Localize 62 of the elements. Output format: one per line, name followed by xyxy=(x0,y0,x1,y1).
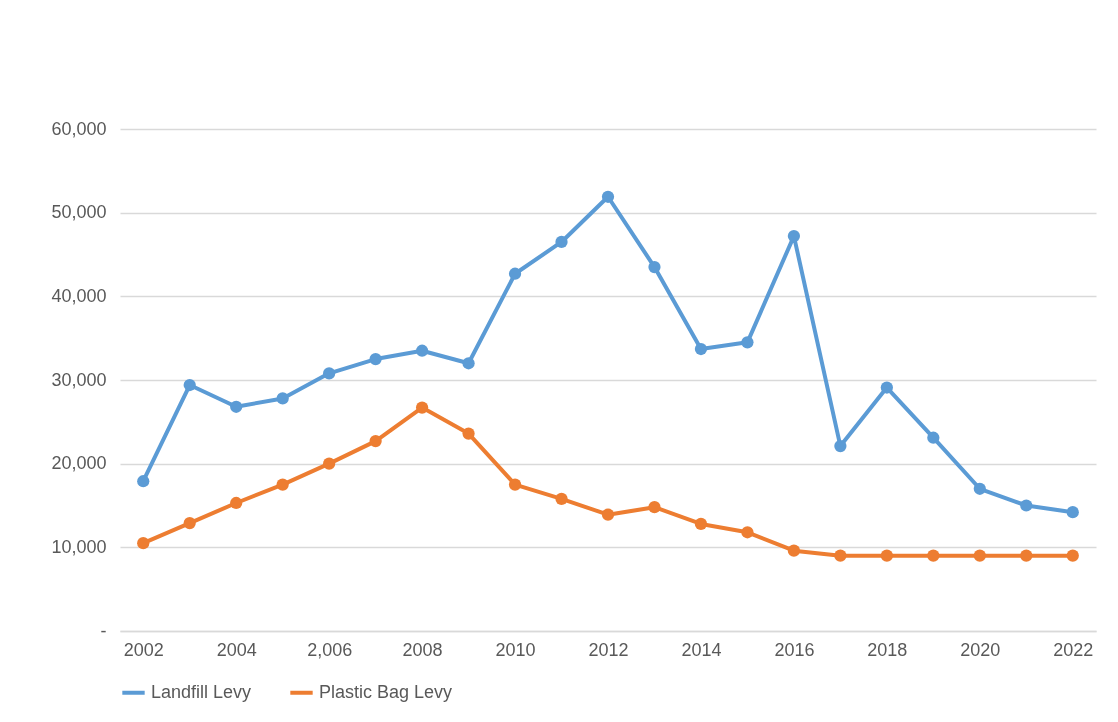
point xyxy=(648,501,661,514)
point xyxy=(834,549,847,562)
y-tick-label: 40,000 xyxy=(51,285,107,306)
point xyxy=(694,342,708,356)
point xyxy=(880,549,893,562)
x-tick-label: 2004 xyxy=(216,639,257,660)
x-tick-label: 2002 xyxy=(123,639,164,660)
point xyxy=(741,526,754,539)
x-tick-label: 2008 xyxy=(402,639,443,660)
point xyxy=(648,260,661,274)
point xyxy=(1020,499,1033,512)
point xyxy=(1066,549,1079,562)
point xyxy=(927,549,940,562)
point xyxy=(1020,549,1033,562)
point xyxy=(230,400,243,413)
point xyxy=(787,229,801,243)
point xyxy=(415,344,429,357)
y-tick-label: 60,000 xyxy=(51,118,107,139)
x-tick-label: 2012 xyxy=(588,639,629,660)
point xyxy=(462,357,475,370)
y-tick-label: 10,000 xyxy=(51,536,107,557)
point xyxy=(1066,506,1079,519)
legend-label: Plastic Bag Levy xyxy=(319,681,453,702)
point xyxy=(741,336,754,349)
point xyxy=(601,508,615,521)
point xyxy=(183,378,196,392)
x-tick-label: 2016 xyxy=(774,639,815,660)
point xyxy=(323,457,336,470)
x-tick-label: 2018 xyxy=(867,639,908,660)
point xyxy=(787,544,801,557)
point xyxy=(369,434,382,448)
point xyxy=(230,496,243,510)
point xyxy=(555,235,568,249)
x-tick-label: 2020 xyxy=(960,639,1001,660)
point xyxy=(369,352,382,366)
point xyxy=(555,492,568,505)
y-tick-label: 30,000 xyxy=(51,369,107,390)
point xyxy=(508,478,522,491)
point xyxy=(276,392,289,405)
y-tick-label: 20,000 xyxy=(51,453,107,474)
point xyxy=(323,367,336,380)
legend-label: Landfill Levy xyxy=(151,681,252,702)
point xyxy=(834,439,847,453)
y-tick-label: 50,000 xyxy=(51,202,107,223)
point xyxy=(137,537,150,550)
point xyxy=(973,482,986,495)
point xyxy=(137,475,150,488)
point xyxy=(694,517,708,531)
point xyxy=(276,478,289,491)
x-tick-label: 2,006 xyxy=(307,639,353,660)
point xyxy=(415,401,429,414)
point xyxy=(183,516,196,530)
y-tick-label: - xyxy=(100,620,107,641)
x-tick-label: 2014 xyxy=(681,639,722,660)
x-tick-label: 2022 xyxy=(1053,639,1094,660)
point xyxy=(973,549,986,562)
point xyxy=(880,381,893,394)
point xyxy=(462,427,475,440)
point xyxy=(508,267,522,280)
x-tick-label: 2010 xyxy=(495,639,536,660)
point xyxy=(927,431,940,444)
point xyxy=(601,190,615,203)
